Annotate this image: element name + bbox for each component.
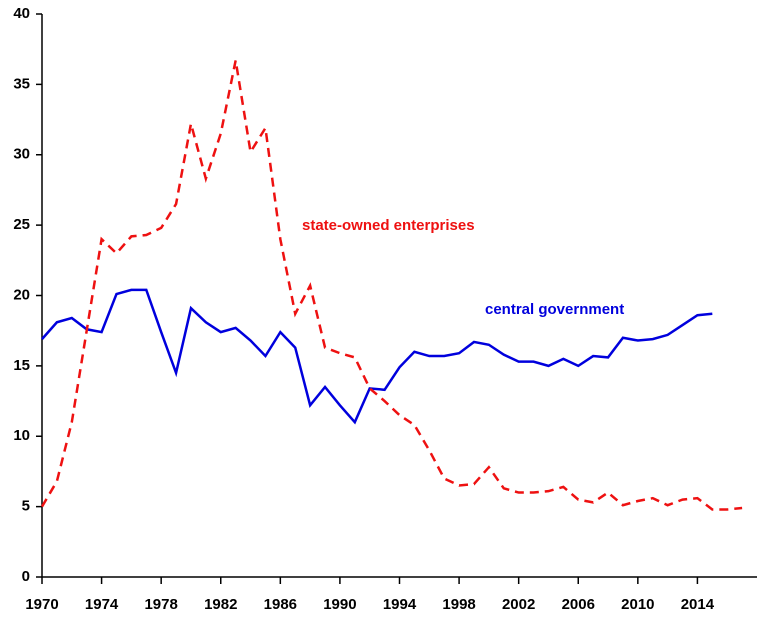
y-tick-label: 0 bbox=[22, 568, 30, 585]
y-tick-label: 20 bbox=[13, 286, 30, 303]
x-tick-label: 1994 bbox=[383, 596, 417, 613]
y-tick-label: 15 bbox=[13, 357, 30, 374]
x-tick-label: 1990 bbox=[323, 596, 356, 613]
y-tick-label: 40 bbox=[13, 5, 30, 22]
series-line bbox=[40, 60, 743, 511]
x-tick-label: 2002 bbox=[502, 596, 535, 613]
x-tick-label: 1998 bbox=[442, 596, 475, 613]
x-tick-label: 1974 bbox=[85, 596, 119, 613]
x-tick-label: 1978 bbox=[144, 596, 177, 613]
x-tick-label: 2006 bbox=[562, 596, 595, 613]
series-label: state-owned enterprises bbox=[302, 217, 475, 234]
series-line bbox=[41, 288, 713, 425]
x-tick-label: 2014 bbox=[681, 596, 715, 613]
y-tick-label: 5 bbox=[22, 498, 30, 515]
x-tick-label: 2010 bbox=[621, 596, 654, 613]
x-tick-label: 1982 bbox=[204, 596, 237, 613]
y-tick-label: 25 bbox=[13, 216, 30, 233]
x-tick-label: 1970 bbox=[25, 596, 58, 613]
x-tick-label: 1986 bbox=[264, 596, 297, 613]
y-tick-label: 30 bbox=[13, 146, 30, 163]
y-tick-label: 10 bbox=[13, 427, 30, 444]
series-label: central government bbox=[485, 301, 624, 318]
y-tick-label: 35 bbox=[13, 75, 30, 92]
